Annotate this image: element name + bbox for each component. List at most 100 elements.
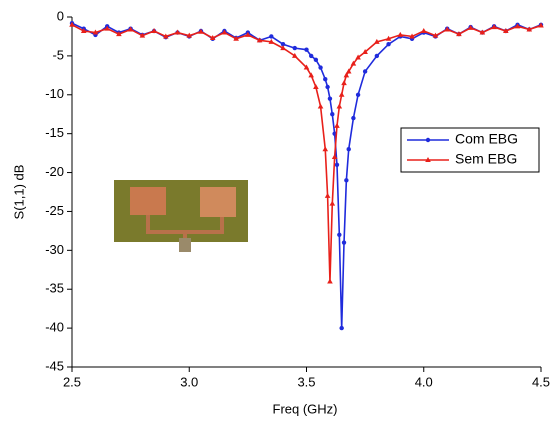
marker (350, 60, 357, 66)
marker (432, 32, 439, 38)
y-tick-label: 0 (57, 8, 64, 23)
y-tick-label: -40 (45, 320, 64, 335)
marker (151, 28, 157, 33)
y-tick-label: -20 (45, 164, 64, 179)
marker (303, 64, 310, 70)
marker (420, 28, 427, 33)
y-tick-label: -10 (45, 86, 64, 101)
marker (69, 21, 75, 27)
marker (269, 34, 274, 39)
marker (514, 23, 521, 29)
marker (339, 325, 344, 331)
marker (308, 72, 314, 78)
marker (374, 53, 380, 59)
marker (304, 47, 309, 52)
marker (362, 49, 368, 54)
photo-patch (200, 187, 236, 217)
marker (245, 31, 251, 37)
marker (385, 35, 392, 41)
marker (318, 65, 323, 70)
marker (325, 84, 330, 90)
marker (386, 42, 391, 47)
photo-patch (130, 187, 166, 215)
legend-label: Sem EBG (455, 151, 517, 167)
marker (92, 29, 99, 35)
marker (233, 35, 239, 41)
marker (337, 232, 342, 237)
marker (355, 92, 361, 97)
marker (334, 162, 340, 167)
marker (280, 45, 286, 51)
marker (346, 147, 351, 152)
marker (163, 33, 169, 39)
marker (268, 38, 275, 44)
x-tick-label: 4.5 (532, 374, 550, 389)
marker (491, 24, 497, 30)
legend-label: Com EBG (455, 131, 518, 147)
y-tick-label: -25 (45, 203, 64, 218)
marker (313, 57, 319, 62)
legend-box (400, 127, 540, 173)
y-tick-label: -35 (45, 281, 64, 296)
marker (256, 37, 263, 43)
marker (409, 33, 415, 39)
marker (503, 28, 509, 33)
photo-connector (179, 238, 191, 252)
marker (374, 38, 380, 44)
marker (221, 29, 228, 35)
marker (341, 240, 347, 245)
marker (174, 29, 181, 35)
marker (280, 42, 286, 47)
marker (291, 52, 298, 58)
marker (479, 29, 486, 35)
marker (338, 91, 345, 97)
marker (317, 103, 324, 109)
marker (322, 146, 329, 152)
marker (344, 178, 349, 183)
marker (362, 69, 368, 74)
marker (116, 31, 122, 37)
y-tick-label: -30 (45, 242, 64, 257)
marker (329, 200, 336, 206)
marker (327, 278, 333, 284)
y-axis-label: S(1,1) dB (11, 165, 26, 220)
marker (331, 154, 338, 159)
marker (323, 77, 328, 82)
y-tick-label: -15 (45, 125, 64, 140)
y-tick-label: -45 (45, 358, 64, 373)
marker (444, 26, 450, 32)
marker (198, 28, 204, 34)
marker (336, 103, 343, 109)
marker (127, 26, 134, 32)
marker (104, 25, 110, 31)
marker (397, 31, 404, 37)
marker (538, 22, 544, 28)
marker (425, 157, 431, 162)
marker (526, 26, 533, 32)
x-tick-label: 2.5 (63, 374, 81, 389)
x-axis-label: Freq (GHz) (273, 401, 338, 416)
marker (425, 137, 431, 143)
marker (334, 122, 340, 128)
marker (330, 112, 335, 117)
marker (209, 35, 216, 40)
marker (343, 72, 350, 78)
marker (80, 28, 87, 33)
inset-photo (114, 180, 248, 252)
marker (139, 32, 146, 38)
x-tick-label: 3.5 (297, 374, 315, 389)
marker (308, 53, 314, 59)
marker (324, 192, 331, 198)
marker (345, 68, 352, 74)
x-tick-label: 3.0 (180, 374, 198, 389)
marker (313, 84, 319, 89)
marker (456, 31, 462, 37)
x-tick-label: 4.0 (415, 374, 433, 389)
marker (186, 32, 193, 38)
y-tick-label: -5 (52, 47, 64, 62)
marker (355, 54, 361, 60)
marker (351, 115, 356, 121)
marker (467, 24, 474, 30)
marker (292, 45, 297, 51)
